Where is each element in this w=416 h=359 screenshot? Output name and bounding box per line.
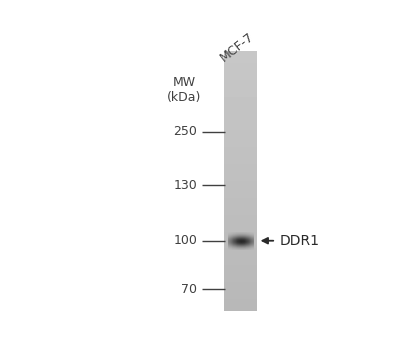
Text: 70: 70: [181, 283, 197, 295]
Text: 130: 130: [173, 179, 197, 192]
Text: 100: 100: [173, 234, 197, 247]
Text: 250: 250: [173, 125, 197, 138]
Text: DDR1: DDR1: [279, 234, 319, 248]
Text: MW
(kDa): MW (kDa): [167, 76, 201, 104]
Text: MCF-7: MCF-7: [217, 31, 256, 65]
